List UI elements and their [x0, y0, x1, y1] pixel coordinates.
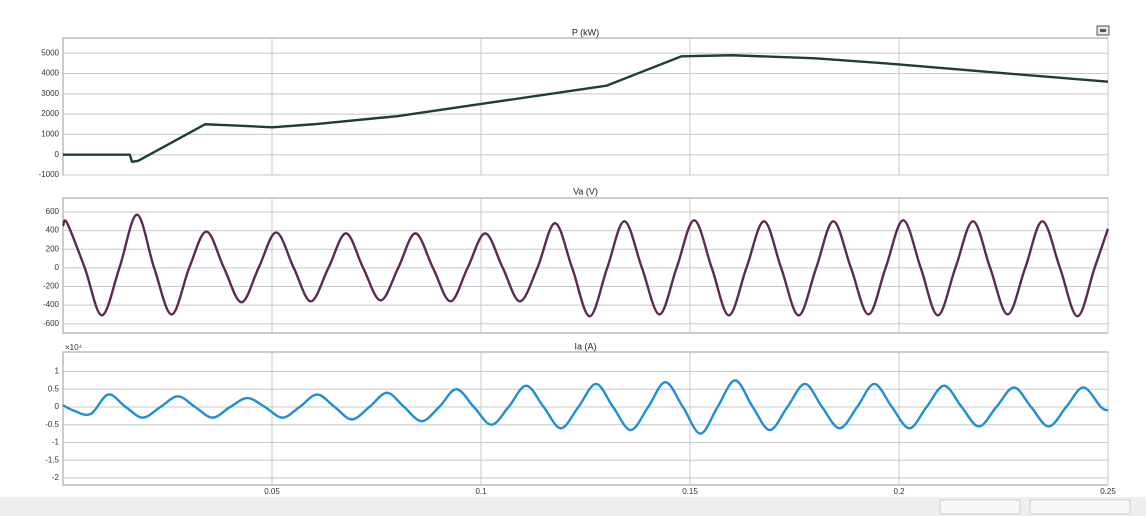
status-bar	[0, 497, 1146, 516]
y-tick-label: 4000	[41, 69, 59, 78]
x-tick-label: 0.15	[682, 487, 698, 496]
y-tick-label: 0	[55, 402, 60, 411]
plot-title: Ia (A)	[574, 341, 596, 351]
signal-line	[63, 54, 1109, 164]
signal-line	[62, 379, 1109, 435]
y-tick-label: 0.5	[48, 384, 60, 393]
y-tick-label: -200	[43, 282, 60, 291]
y-tick-label: -1	[52, 438, 60, 447]
y-tick-label: 5000	[41, 48, 59, 57]
plot-area	[62, 37, 1109, 176]
y-tick-label: 600	[46, 207, 60, 216]
y-tick-label: 200	[46, 244, 60, 253]
y-tick-label: 0	[55, 150, 60, 159]
y-tick-label: 400	[46, 226, 60, 235]
plot-title: Va (V)	[573, 186, 598, 196]
y-tick-label: -2	[52, 473, 60, 482]
x-tick-label: 0.05	[264, 487, 280, 496]
y-exponent: ×10⁴	[65, 343, 83, 352]
y-tick-label: 1	[55, 367, 60, 376]
y-tick-label: -1.5	[45, 455, 59, 464]
x-tick-label: 0.2	[893, 487, 905, 496]
y-tick-label: 3000	[41, 89, 59, 98]
y-tick-label: 2000	[41, 109, 59, 118]
dock-icon[interactable]	[1096, 25, 1110, 36]
status-field	[939, 499, 1021, 515]
y-tick-label: 0	[55, 263, 60, 272]
y-tick-label: 1000	[41, 130, 59, 139]
y-tick-label: -400	[43, 300, 60, 309]
plot-title: P (kW)	[572, 27, 599, 37]
y-tick-label: -600	[43, 319, 60, 328]
plot-area	[62, 351, 1109, 486]
status-field	[1029, 499, 1131, 515]
x-tick-label: 0.25	[1100, 487, 1116, 496]
x-tick-label: 0.1	[475, 487, 487, 496]
signal-line	[61, 213, 1110, 318]
y-tick-label: -1000	[39, 170, 60, 179]
icon-glyph	[1100, 29, 1106, 32]
y-tick-label: -0.5	[45, 420, 59, 429]
